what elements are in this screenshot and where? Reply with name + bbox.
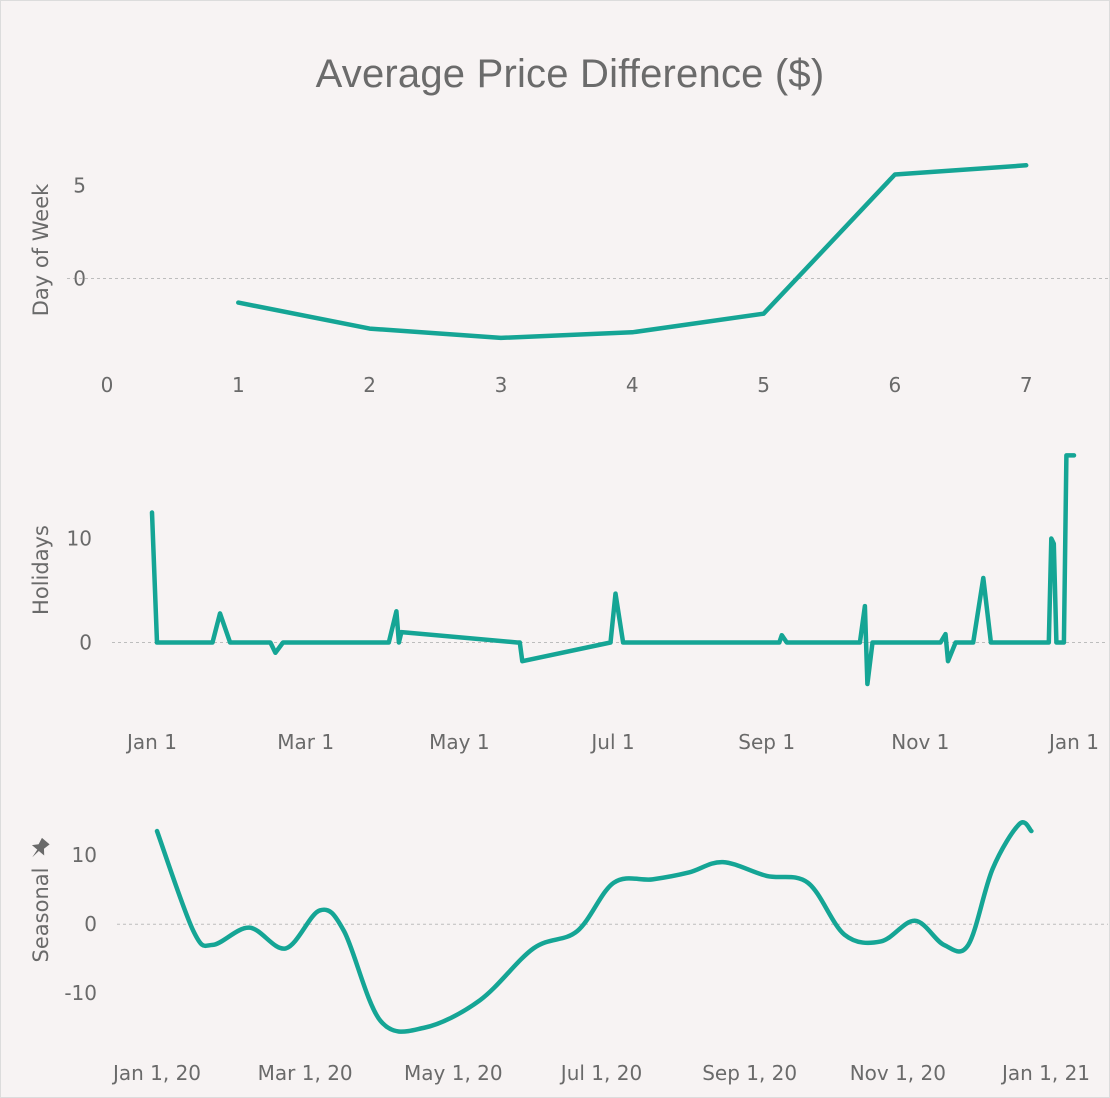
y-axis-label: Seasonal bbox=[29, 868, 53, 963]
x-tick-label: Jan 1, 20 bbox=[111, 1061, 201, 1085]
x-tick-label: Mar 1, 20 bbox=[258, 1061, 353, 1085]
x-tick-label: 3 bbox=[495, 373, 508, 397]
y-tick-label: -10 bbox=[64, 981, 97, 1005]
x-tick-label: Sep 1, 20 bbox=[702, 1061, 797, 1085]
x-tick-label: Jan 1, 21 bbox=[1000, 1061, 1090, 1085]
y-tick-label: 0 bbox=[84, 912, 97, 936]
panel-seasonal: 10 0 -10 Jan 1, 20 Mar 1, 20 May 1, 20 Jul 1, … bbox=[29, 820, 1108, 1085]
y-axis-label: Holidays bbox=[29, 525, 53, 615]
panel-holidays: 10 0 Jan 1 Mar 1 May 1 Jul 1 Sep 1 Nov 1 Jan 1 Ho… bbox=[29, 453, 1108, 754]
x-tick-label: 6 bbox=[889, 373, 902, 397]
x-tick-label: Jul 1, 20 bbox=[559, 1061, 642, 1085]
x-tick-label: 5 bbox=[757, 373, 770, 397]
x-tick-label: Mar 1 bbox=[277, 730, 334, 754]
series-line bbox=[236, 163, 1029, 341]
y-axis-label: Day of Week bbox=[29, 183, 53, 316]
y-tick-label: 0 bbox=[73, 266, 86, 290]
y-tick-label: 10 bbox=[67, 527, 92, 551]
x-tick-label: May 1 bbox=[429, 730, 489, 754]
x-tick-label: 2 bbox=[363, 373, 376, 397]
x-tick-label: 0 bbox=[101, 373, 114, 397]
x-tick-label: 7 bbox=[1020, 373, 1033, 397]
x-tick-label: May 1, 20 bbox=[404, 1061, 503, 1085]
y-tick-label: 0 bbox=[79, 630, 92, 654]
x-tick-label: Jan 1 bbox=[125, 730, 177, 754]
x-tick-label: Nov 1 bbox=[891, 730, 949, 754]
x-tick-label: Nov 1, 20 bbox=[850, 1061, 946, 1085]
pin-icon[interactable] bbox=[26, 836, 52, 862]
series-line bbox=[149, 453, 1077, 687]
chart-title: Average Price Difference ($) bbox=[315, 52, 825, 96]
x-tick-label: Sep 1 bbox=[738, 730, 795, 754]
y-tick-label: 10 bbox=[72, 843, 97, 867]
panel-day-of-week: 5 0 0 1 2 3 4 5 6 7 Day of Week bbox=[29, 163, 1108, 397]
x-tick-label: 4 bbox=[626, 373, 639, 397]
x-tick-label: 1 bbox=[232, 373, 245, 397]
y-tick-label: 5 bbox=[73, 174, 86, 198]
x-tick-label: Jul 1 bbox=[589, 730, 634, 754]
x-tick-label: Jan 1 bbox=[1047, 730, 1099, 754]
series-line bbox=[154, 820, 1034, 1034]
